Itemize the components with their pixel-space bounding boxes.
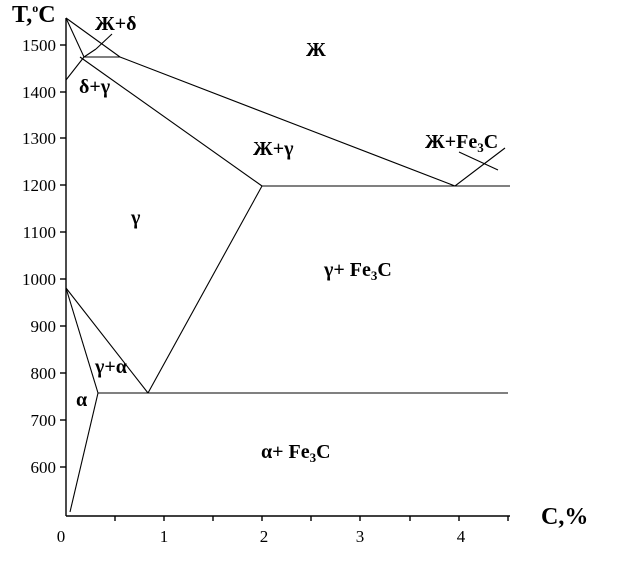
region-gamma-alpha: γ+α — [94, 356, 127, 378]
y-axis-ticks — [60, 44, 66, 468]
solidus-line — [79, 56, 263, 187]
y-tick-label: 1300 — [22, 129, 56, 148]
delta-liquid-pointer — [83, 48, 97, 58]
y-axis-title: T,oC — [12, 1, 56, 28]
x-tick-label: 0 — [57, 527, 66, 546]
y-tick-label: 1500 — [22, 36, 56, 55]
y-tick-label: 600 — [31, 458, 57, 477]
x-axis-ticks — [114, 516, 509, 521]
region-gamma-cementite: γ+ Fe3C — [323, 259, 392, 283]
x-tick-label: 1 — [160, 527, 169, 546]
y-tick-label: 1200 — [22, 176, 56, 195]
region-alpha: α — [76, 389, 87, 411]
ferrite-boundary-line — [65, 287, 99, 394]
acm-line — [147, 185, 263, 394]
y-tick-label: 1100 — [23, 223, 56, 242]
y-tick-label: 1400 — [22, 83, 56, 102]
y-tick-label: 900 — [31, 317, 57, 336]
a3-line — [65, 287, 149, 394]
region-gamma: γ — [130, 207, 141, 229]
x-tick-label: 2 — [260, 527, 269, 546]
phase-region-labels: Ж+δ Ж δ+γ Ж+γ Ж+Fe3C γ γ+ Fe3C γ+α α α+ … — [76, 13, 498, 465]
x-axis-tick-labels: 0 1 2 3 4 — [57, 527, 466, 546]
x-tick-label: 3 — [356, 527, 365, 546]
region-liquid-cementite: Ж+Fe3C — [425, 131, 498, 155]
region-liquid-gamma: Ж+γ — [253, 138, 294, 160]
x-axis-title: C,% — [541, 504, 588, 530]
delta-solvus-line — [65, 56, 85, 81]
x-tick-label: 4 — [457, 527, 466, 546]
delta-liquid-pointer-extension — [95, 33, 113, 50]
phase-boundaries — [65, 17, 510, 513]
y-axis-tick-labels: 1500 1400 1300 1200 1100 1000 900 800 70… — [22, 36, 56, 477]
liquidus-line — [65, 17, 506, 187]
region-alpha-cementite: α+ Fe3C — [261, 441, 331, 465]
y-tick-label: 1000 — [22, 270, 56, 289]
region-liquid: Ж — [306, 39, 326, 61]
region-delta-gamma: δ+γ — [79, 76, 111, 98]
cementite-liquidus-line — [458, 151, 499, 171]
region-liquid-delta: Ж+δ — [95, 13, 137, 35]
y-tick-label: 700 — [31, 411, 57, 430]
ferrite-solvus-line — [69, 392, 99, 513]
y-tick-label: 800 — [31, 364, 57, 383]
